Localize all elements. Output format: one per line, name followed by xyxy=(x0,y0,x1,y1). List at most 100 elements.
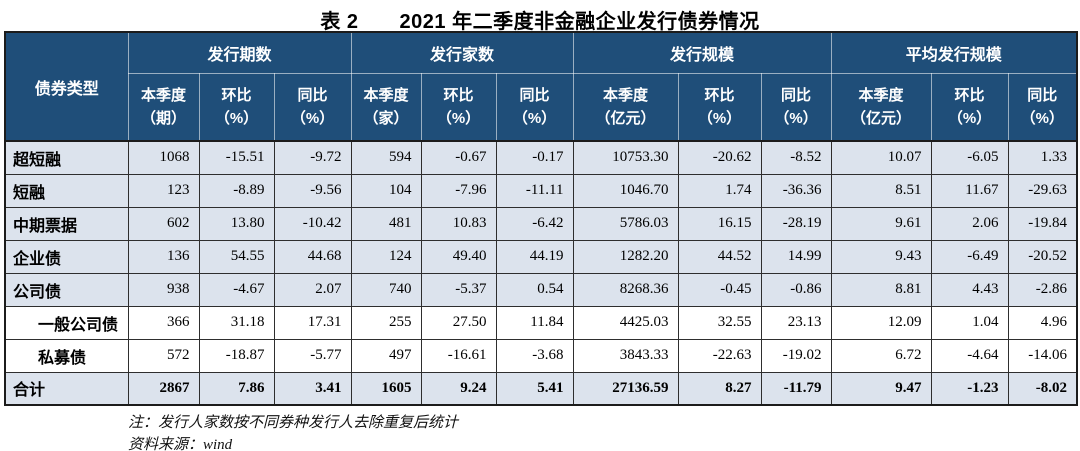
cell-value: 49.40 xyxy=(420,239,497,274)
cell-value: 1046.70 xyxy=(572,173,679,208)
cell-value: 12.09 xyxy=(830,305,932,340)
cell-value: 2.06 xyxy=(930,206,1009,241)
cell-value: -10.42 xyxy=(273,206,352,241)
cell-value: -19.02 xyxy=(760,338,832,373)
cell-value: 13.80 xyxy=(198,206,275,241)
cell-value: -5.37 xyxy=(420,272,497,307)
cell-value: 3.41 xyxy=(273,371,352,406)
sub-header: 同比 （%） xyxy=(1007,73,1078,142)
cell-value: 124 xyxy=(350,239,422,274)
cell-value: 10.07 xyxy=(830,140,932,175)
table-title: 表 2 2021 年二季度非金融企业发行债券情况 xyxy=(320,11,760,33)
cell-value: -18.87 xyxy=(198,338,275,373)
table-row: 超短融 1068 -15.51 -9.72 594 -0.67 -0.17 10753.30-… xyxy=(4,140,1078,175)
row-label: 短融 xyxy=(4,173,129,208)
cell-value: -36.36 xyxy=(760,173,832,208)
table-row: 一般公司债 366 31.18 17.31 255 27.50 11.84 4425.03 32… xyxy=(4,305,1078,340)
cell-value: 5786.03 xyxy=(572,206,679,241)
cell-value: -0.67 xyxy=(420,140,497,175)
cell-value: 11.84 xyxy=(495,305,574,340)
cell-value: -1.23 xyxy=(930,371,1009,406)
group-header-row: 债券类型 发行期数 发行家数 发行规模 平均发行规模 xyxy=(4,31,1078,142)
cell-value: 1605 xyxy=(350,371,422,406)
cell-value: 4425.03 xyxy=(572,305,679,340)
cell-value: -4.64 xyxy=(930,338,1009,373)
cell-value: 44.19 xyxy=(495,239,574,274)
cell-value: 2.07 xyxy=(273,272,352,307)
cell-value: 1.33 xyxy=(1007,140,1078,175)
cell-value: 497 xyxy=(350,338,422,373)
cell-value: -16.61 xyxy=(420,338,497,373)
cell-value: -29.63 xyxy=(1007,173,1078,208)
cell-value: -9.56 xyxy=(273,173,352,208)
cell-value: 366 xyxy=(127,305,200,340)
cell-value: -6.42 xyxy=(495,206,574,241)
cell-value: -3.68 xyxy=(495,338,574,373)
cell-value: -9.72 xyxy=(273,140,352,175)
cell-value: 123 xyxy=(127,173,200,208)
row-label: 超短融 xyxy=(4,140,129,175)
cell-value: 10753.30 xyxy=(572,140,679,175)
sub-header: 本季度 （亿元） xyxy=(572,73,679,142)
table-row: 企业债 136 54.55 44.68 124 49.40 44.19 1282.20 44.5… xyxy=(4,239,1078,274)
table-row: 短融 123 -8.89 -9.56 104 -7.96 -11.11 1046.70 1.74… xyxy=(4,173,1078,208)
cell-value: 11.67 xyxy=(930,173,1009,208)
row-label: 私募债 xyxy=(4,338,129,373)
cell-value: 7.86 xyxy=(198,371,275,406)
cell-value: -8.52 xyxy=(760,140,832,175)
table-row: 私募债 572 -18.87 -5.77 497 -16.61 -3.68 3843.33 -2… xyxy=(4,338,1078,373)
cell-value: 54.55 xyxy=(198,239,275,274)
cell-value: 2867 xyxy=(127,371,200,406)
group-header-avg-issue-scale: 平均发行规模 xyxy=(830,31,1078,74)
cell-value: 4.96 xyxy=(1007,305,1078,340)
cell-value: 104 xyxy=(350,173,422,208)
cell-value: -6.05 xyxy=(930,140,1009,175)
table-row: 公司债 938 -4.67 2.07 740 -5.37 0.54 8268.36 -0.45-… xyxy=(4,272,1078,307)
cell-value: -15.51 xyxy=(198,140,275,175)
cell-value: -8.89 xyxy=(198,173,275,208)
cell-value: 31.18 xyxy=(198,305,275,340)
cell-value: 136 xyxy=(127,239,200,274)
cell-value: 10.83 xyxy=(420,206,497,241)
cell-value: -19.84 xyxy=(1007,206,1078,241)
cell-value: 5.41 xyxy=(495,371,574,406)
cell-value: 6.72 xyxy=(830,338,932,373)
sub-header: 同比 （%） xyxy=(760,73,832,142)
cell-value: 44.68 xyxy=(273,239,352,274)
row-label: 中期票据 xyxy=(4,206,129,241)
sub-header: 本季度 （家） xyxy=(350,73,422,142)
cell-value: 1.74 xyxy=(677,173,762,208)
cell-value: 9.47 xyxy=(830,371,932,406)
cell-value: -28.19 xyxy=(760,206,832,241)
cell-value: 9.61 xyxy=(830,206,932,241)
group-header-issue-scale: 发行规模 xyxy=(572,31,832,74)
row-label: 公司债 xyxy=(4,272,129,307)
source-line: 资料来源：wind xyxy=(128,437,233,451)
row-label: 一般公司债 xyxy=(4,305,129,340)
corner-header-bond-type: 债券类型 xyxy=(4,31,129,142)
cell-value: 3843.33 xyxy=(572,338,679,373)
sub-header: 环比 （%） xyxy=(677,73,762,142)
cell-value: 23.13 xyxy=(760,305,832,340)
cell-value: -0.17 xyxy=(495,140,574,175)
table-row: 中期票据 602 13.80 -10.42 481 10.83 -6.42 5786.03 16… xyxy=(4,206,1078,241)
sub-header: 环比 （%） xyxy=(420,73,497,142)
cell-value: -0.86 xyxy=(760,272,832,307)
table-header: 债券类型 发行期数 发行家数 发行规模 平均发行规模 本季度 （期） 环比 （%… xyxy=(4,31,1078,142)
cell-value: 255 xyxy=(350,305,422,340)
note-line: 注：发行人家数按不同券种发行人去除重复后统计 xyxy=(128,415,459,431)
table-body: 超短融 1068 -15.51 -9.72 594 -0.67 -0.17 10753.30-… xyxy=(4,140,1078,406)
row-label: 企业债 xyxy=(4,239,129,274)
cell-value: 8268.36 xyxy=(572,272,679,307)
cell-value: 481 xyxy=(350,206,422,241)
table-row: 合计 2867 7.86 3.41 1605 9.24 5.41 27136.59 8.27 -1… xyxy=(4,371,1078,406)
cell-value: 0.54 xyxy=(495,272,574,307)
cell-value: 32.55 xyxy=(677,305,762,340)
sub-header: 环比 （%） xyxy=(930,73,1009,142)
cell-value: -20.52 xyxy=(1007,239,1078,274)
cell-value: -5.77 xyxy=(273,338,352,373)
sub-header: 本季度 （亿元） xyxy=(830,73,932,142)
cell-value: 740 xyxy=(350,272,422,307)
cell-value: -22.63 xyxy=(677,338,762,373)
